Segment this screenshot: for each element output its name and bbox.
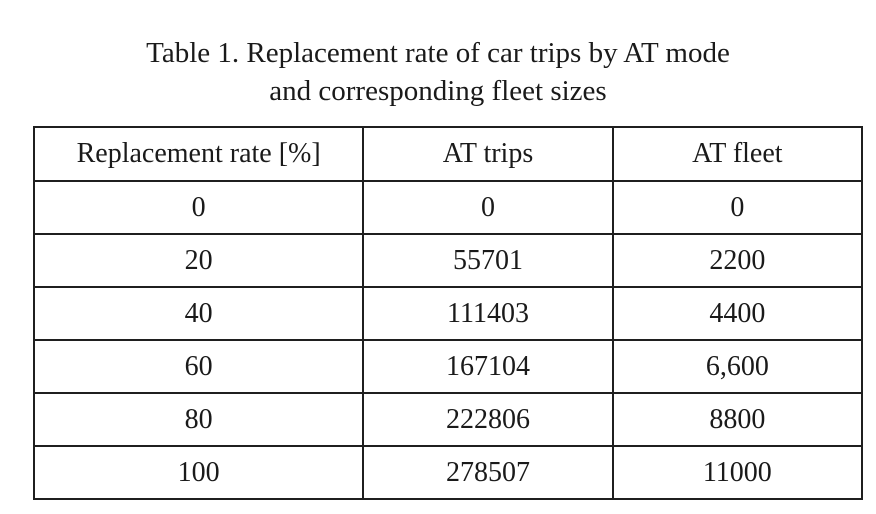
table-row: 80 222806 8800 xyxy=(32,392,864,447)
table-caption: Table 1. Replacement rate of car trips b… xyxy=(0,34,876,110)
cell-at-fleet: 2200 xyxy=(611,233,864,288)
table-row: 20 55701 2200 xyxy=(32,233,864,288)
cell-at-trips: 167104 xyxy=(362,339,614,394)
table-header-row: Replacement rate [%] AT trips AT fleet xyxy=(32,126,864,182)
caption-line-1: Table 1. Replacement rate of car trips b… xyxy=(146,37,730,69)
cell-at-fleet: 6,600 xyxy=(611,339,864,394)
cell-replacement-rate: 40 xyxy=(32,286,365,341)
table-row: 100 278507 11000 xyxy=(32,445,864,500)
cell-replacement-rate: 60 xyxy=(32,339,365,394)
replacement-rate-table: Replacement rate [%] AT trips AT fleet 0… xyxy=(32,126,864,500)
cell-at-fleet: 4400 xyxy=(611,286,864,341)
cell-at-fleet: 0 xyxy=(611,180,864,235)
header-at-trips: AT trips xyxy=(362,126,614,182)
cell-at-trips: 222806 xyxy=(362,392,614,447)
table-row: 0 0 0 xyxy=(32,180,864,235)
cell-at-trips: 278507 xyxy=(362,445,614,500)
cell-at-trips: 0 xyxy=(362,180,614,235)
cell-replacement-rate: 20 xyxy=(32,233,365,288)
caption-line-2: and corresponding fleet sizes xyxy=(269,75,607,107)
header-replacement-rate: Replacement rate [%] xyxy=(32,126,365,182)
cell-replacement-rate: 80 xyxy=(32,392,365,447)
cell-at-fleet: 8800 xyxy=(611,392,864,447)
table-row: 40 111403 4400 xyxy=(32,286,864,341)
cell-replacement-rate: 100 xyxy=(32,445,365,500)
cell-replacement-rate: 0 xyxy=(32,180,365,235)
cell-at-trips: 111403 xyxy=(362,286,614,341)
cell-at-trips: 55701 xyxy=(362,233,614,288)
table-row: 60 167104 6,600 xyxy=(32,339,864,394)
header-at-fleet: AT fleet xyxy=(611,126,864,182)
cell-at-fleet: 11000 xyxy=(611,445,864,500)
